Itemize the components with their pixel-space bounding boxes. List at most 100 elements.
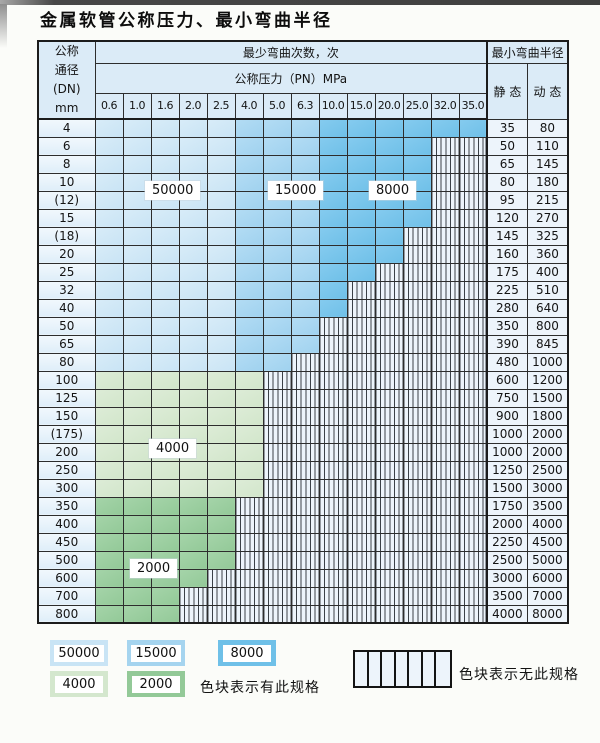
spec-cell xyxy=(122,406,152,426)
spec-cell xyxy=(262,154,292,174)
no-spec-cell xyxy=(430,262,460,282)
static-radius-cell: 160 xyxy=(486,244,528,264)
no-spec-cell xyxy=(402,478,432,498)
spec-cell xyxy=(206,334,236,354)
table-row: 300 1500 3000 xyxy=(37,478,569,498)
spec-cell xyxy=(234,370,264,390)
no-spec-cell xyxy=(346,280,376,300)
no-spec-cell xyxy=(430,280,460,300)
spec-cell xyxy=(122,604,152,624)
spec-cell xyxy=(178,154,208,174)
spec-cell xyxy=(178,388,208,408)
spec-cell xyxy=(94,334,124,354)
dynamic-radius-cell: 80 xyxy=(526,118,569,138)
dynamic-radius-cell: 110 xyxy=(526,136,569,156)
spec-cell xyxy=(94,280,124,300)
no-spec-cell xyxy=(234,586,264,606)
static-column-header: 静 态 xyxy=(486,62,528,120)
spec-cell xyxy=(150,244,180,264)
no-spec-cell xyxy=(318,460,348,480)
no-spec-cell xyxy=(290,568,320,588)
spec-cell xyxy=(206,154,236,174)
spec-cell xyxy=(262,262,292,282)
no-spec-cell xyxy=(346,388,376,408)
spec-cell xyxy=(234,172,264,192)
spec-cell xyxy=(290,334,320,354)
no-spec-cell xyxy=(234,604,264,624)
no-spec-cell xyxy=(318,442,348,462)
dn-cell: 15 xyxy=(37,208,96,228)
spec-cell xyxy=(150,514,180,534)
legend-swatch-label: 15000 xyxy=(131,644,181,662)
spec-cell xyxy=(206,208,236,228)
no-spec-cell xyxy=(458,424,488,444)
no-spec-cell xyxy=(374,406,404,426)
scan-top-edge xyxy=(0,0,600,5)
spec-cell xyxy=(374,244,404,264)
dynamic-radius-cell: 270 xyxy=(526,208,569,228)
page-title: 金属软管公称压力、最小弯曲半径 xyxy=(40,11,333,31)
spec-cell xyxy=(178,298,208,318)
no-spec-cell xyxy=(458,244,488,264)
no-spec-cell xyxy=(346,604,376,624)
spec-cell xyxy=(122,478,152,498)
dn-cell: 200 xyxy=(37,442,96,462)
no-spec-cell xyxy=(458,226,488,246)
static-radius-cell: 1750 xyxy=(486,496,528,516)
dynamic-radius-cell: 4500 xyxy=(526,532,569,552)
spec-cell xyxy=(346,190,376,210)
no-spec-cell xyxy=(458,586,488,606)
dn-cell: (12) xyxy=(37,190,96,210)
dn-cell: 400 xyxy=(37,514,96,534)
spec-cell xyxy=(206,478,236,498)
no-spec-cell xyxy=(402,568,432,588)
spec-cell xyxy=(290,118,320,138)
spec-cell xyxy=(150,136,180,156)
dynamic-radius-cell: 3000 xyxy=(526,478,569,498)
no-spec-cell xyxy=(430,568,460,588)
spec-cell xyxy=(374,154,404,174)
no-spec-cell xyxy=(374,496,404,516)
no-spec-cell xyxy=(458,388,488,408)
pressure-column-header: 2.5 xyxy=(206,92,236,120)
spec-cell xyxy=(374,208,404,228)
spec-cell xyxy=(94,118,124,138)
spec-cell xyxy=(402,208,432,228)
static-radius-cell: 50 xyxy=(486,136,528,156)
no-spec-cell xyxy=(430,154,460,174)
spec-cell xyxy=(150,262,180,282)
spec-cell xyxy=(262,244,292,264)
spec-cell xyxy=(178,406,208,426)
spec-cell xyxy=(94,496,124,516)
no-spec-cell xyxy=(458,478,488,498)
pressure-column-header: 4.0 xyxy=(234,92,264,120)
static-radius-cell: 65 xyxy=(486,154,528,174)
no-spec-cell xyxy=(346,514,376,534)
no-spec-cell xyxy=(318,316,348,336)
no-spec-cell xyxy=(430,586,460,606)
spec-cell xyxy=(178,460,208,480)
spec-cell xyxy=(206,316,236,336)
spec-cell xyxy=(262,334,292,354)
dn-cell: 250 xyxy=(37,460,96,480)
pressure-column-header: 1.0 xyxy=(122,92,152,120)
legend-no-spec-text: 色块表示无此规格 xyxy=(459,667,579,683)
no-spec-cell xyxy=(458,154,488,174)
no-spec-cell xyxy=(430,442,460,462)
spec-cell xyxy=(262,118,292,138)
no-spec-cell xyxy=(318,604,348,624)
table-row: (175) 1000 2000 xyxy=(37,424,569,444)
spec-cell xyxy=(290,154,320,174)
legend-swatch-label: 8000 xyxy=(223,644,271,662)
no-spec-cell xyxy=(458,136,488,156)
no-spec-cell xyxy=(374,262,404,282)
spec-cell xyxy=(94,442,124,462)
spec-table: 公称 通径 (DN) mm 最少弯曲次数，次 最小弯曲半径 公称压力（PN）MP… xyxy=(37,40,570,624)
spec-cell xyxy=(206,352,236,372)
table-row: (12) 95 215 xyxy=(37,190,569,210)
spec-cell xyxy=(150,532,180,552)
no-spec-cell xyxy=(318,352,348,372)
table-row: 450 2250 4500 xyxy=(37,532,569,552)
spec-cell xyxy=(346,262,376,282)
spec-cell xyxy=(122,244,152,264)
